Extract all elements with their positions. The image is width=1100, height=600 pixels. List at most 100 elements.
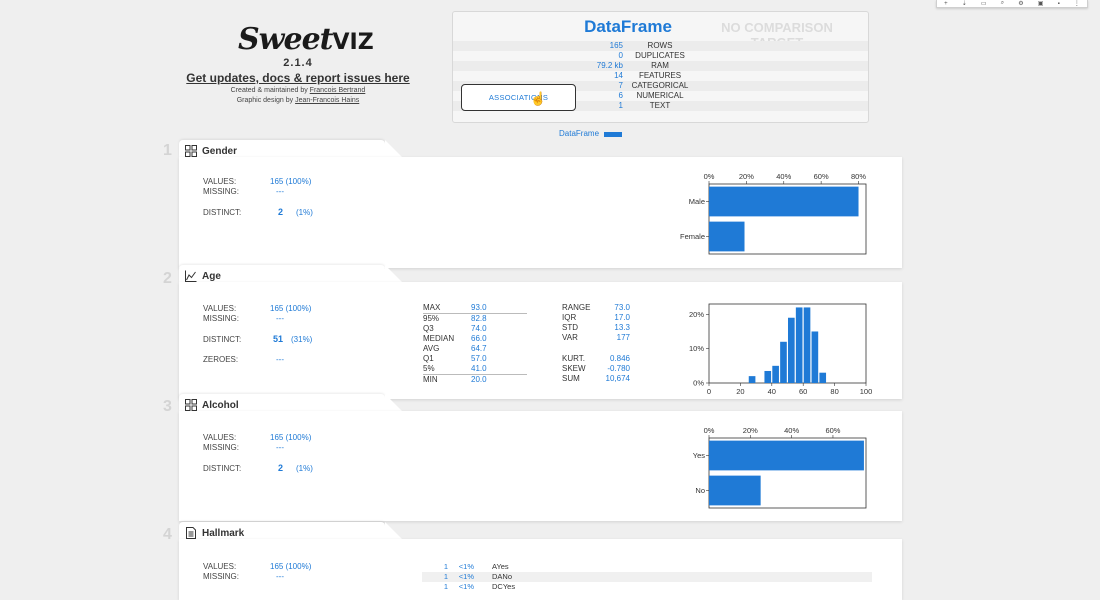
bar	[709, 186, 859, 217]
x-tick-label: 40%	[776, 172, 791, 181]
x-tick-label: 0	[707, 387, 711, 396]
x-tick-label: 60%	[825, 426, 840, 435]
feature-index: 2	[163, 270, 172, 287]
histogram-bar	[780, 341, 787, 383]
zeroes-label: ZEROES:	[203, 355, 239, 364]
designer-link[interactable]: Jean-Francois Hains	[295, 97, 360, 104]
missing-value: ---	[276, 572, 284, 581]
missing-value: ---	[276, 443, 284, 452]
x-tick-label: 80	[830, 387, 838, 396]
feature-tab: Age	[179, 265, 385, 283]
missing-label: MISSING:	[203, 187, 240, 196]
summary-row: 7 CATEGORICAL	[453, 81, 868, 91]
y-tick-label: 20%	[689, 310, 704, 319]
text-icon	[186, 527, 196, 539]
stat-row: KURT. 0.846	[562, 354, 630, 363]
category-label: Yes	[693, 451, 705, 460]
distinct-value: 51	[273, 334, 284, 344]
stat-row: STD 13.3	[562, 323, 630, 332]
feature-body: VALUES: 165 (100%) MISSING: --- 1 <1% AYes…	[179, 539, 902, 600]
feature-card-hallmark[interactable]: Hallmark VALUES: 165 (100%) MISSING: ---…	[179, 522, 902, 600]
x-tick-label: 80%	[851, 172, 866, 181]
category-row: 1 <1% DANo	[422, 572, 872, 582]
distinct-value: 2	[278, 207, 284, 217]
category-row: 1 <1% AYes	[443, 562, 509, 571]
values-label: VALUES:	[203, 562, 237, 571]
distinct-pct: (31%)	[291, 335, 313, 344]
toolbar-icon[interactable]: ⚙	[1018, 1, 1024, 7]
category-label: No	[695, 486, 705, 495]
x-tick-label: 100	[860, 387, 873, 396]
summary-row: 165 ROWS	[453, 41, 868, 51]
x-tick-label: 40%	[784, 426, 799, 435]
toolbar-icon[interactable]: +	[944, 1, 948, 7]
x-tick-label: 40	[768, 387, 776, 396]
distinct-pct: (1%)	[296, 208, 313, 217]
summary-row: 1 TEXT	[453, 101, 868, 111]
x-tick-label: 0%	[704, 426, 715, 435]
bar	[709, 221, 745, 252]
sweetviz-logo: SweetVIZ	[238, 22, 374, 57]
feature-name: Gender	[202, 146, 238, 157]
zeroes-value: ---	[276, 355, 284, 364]
associations-button[interactable]: ASSOCIATIONS	[461, 84, 576, 111]
y-tick-label: 10%	[689, 344, 704, 353]
created-by: Created & maintained by Francois Bertran…	[230, 87, 366, 94]
alcohol-chart: 0% 20% 40% 60% Yes No	[693, 426, 867, 509]
histogram-bar	[803, 307, 811, 383]
bar	[709, 440, 864, 471]
x-tick-label: 60	[799, 387, 807, 396]
author-link[interactable]: Francois Bertrand	[309, 87, 366, 94]
histogram-bar	[819, 372, 827, 383]
categorical-icon	[185, 145, 197, 157]
x-tick-label: 0%	[704, 172, 715, 181]
toolbar-icon[interactable]: ▭	[980, 1, 987, 7]
feature-name: Age	[202, 271, 221, 282]
toolbar-icon[interactable]: ⌕	[1000, 0, 1005, 6]
values-value: 165 (100%)	[270, 177, 312, 186]
distinct-value: 2	[278, 463, 284, 473]
x-tick-label: 20%	[739, 172, 754, 181]
category-row: 1 <1% DCYes	[443, 582, 516, 591]
missing-label: MISSING:	[203, 443, 240, 452]
values-label: VALUES:	[203, 433, 237, 442]
feature-index: 4	[163, 526, 172, 543]
histogram-bar	[795, 307, 803, 383]
histogram-bar	[764, 370, 772, 383]
category-label: Male	[689, 197, 705, 206]
hand-cursor-icon: ☝	[530, 91, 547, 106]
feature-tab: Alcohol	[179, 394, 385, 412]
feature-tab: Hallmark	[179, 522, 385, 540]
gender-chart: 0% 20% 40% 60% 80% Male Female	[680, 172, 867, 255]
stat-row: IQR 17.0	[562, 313, 630, 322]
legend-label: DataFrame	[559, 129, 600, 138]
updates-link[interactable]: Get updates, docs & report issues here	[186, 71, 410, 85]
histogram-bar	[811, 331, 819, 383]
feature-index: 1	[163, 142, 172, 159]
browser-toolbar: + ⇣ ▭ ⌕ ⚙ ▣ ▪ ⋮	[936, 0, 1088, 8]
bar	[709, 475, 761, 506]
x-tick-label: 60%	[814, 172, 829, 181]
toolbar-icon[interactable]: ▣	[1037, 1, 1044, 7]
feature-name: Hallmark	[202, 528, 245, 539]
feature-tab: Gender	[179, 140, 385, 158]
toolbar-icon[interactable]: ▪	[1057, 1, 1060, 7]
distinct-pct: (1%)	[296, 464, 313, 473]
plot-frame	[708, 303, 867, 384]
toolbar-icon[interactable]: ⇣	[961, 1, 967, 7]
category-label: Female	[680, 232, 705, 241]
summary-row: 6 NUMERICAL	[618, 91, 684, 100]
dataframe-title: DataFrame	[584, 17, 672, 36]
missing-label: MISSING:	[203, 572, 240, 581]
feature-name: Alcohol	[202, 400, 239, 411]
categorical-icon	[185, 399, 197, 411]
stat-row: VAR 177	[562, 333, 630, 342]
summary-row: 14 FEATURES	[614, 71, 682, 80]
toolbar-icon[interactable]: ⋮	[1073, 1, 1080, 7]
distinct-label: DISTINCT:	[203, 464, 242, 473]
missing-value: ---	[276, 314, 284, 323]
values-value: 165 (100%)	[270, 433, 312, 442]
stat-row: SUM 10,674	[562, 374, 630, 383]
values-value: 165 (100%)	[270, 304, 312, 313]
